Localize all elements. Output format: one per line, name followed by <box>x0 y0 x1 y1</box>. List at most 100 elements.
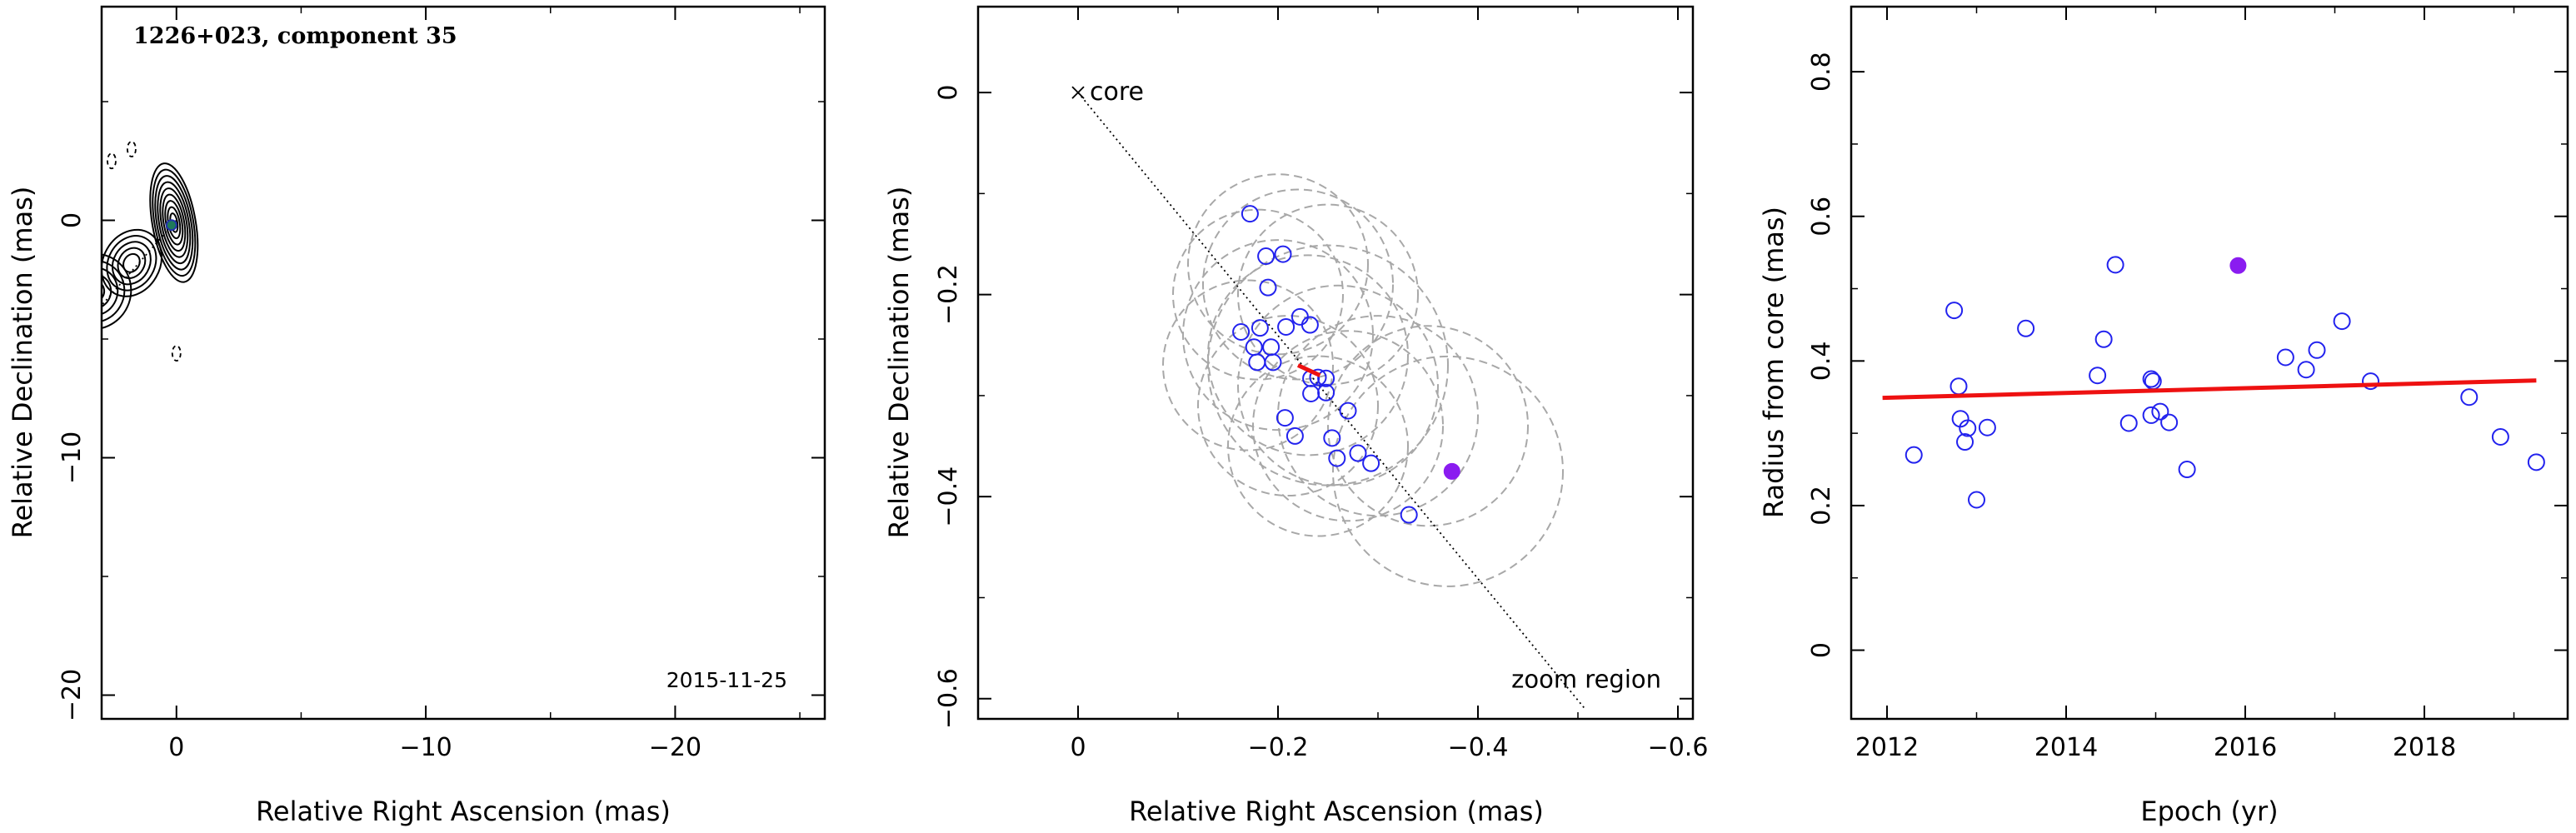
data-point <box>2142 406 2160 424</box>
data-point <box>2142 370 2160 388</box>
data-point <box>1274 245 1292 263</box>
contour-level <box>102 228 162 297</box>
data-point <box>1978 418 1996 436</box>
trajectory-line <box>1077 92 1586 710</box>
data-point <box>1400 506 1418 524</box>
x-axis-label: Relative Right Ascension (mas) <box>1129 796 1544 827</box>
plot-frame <box>976 5 1695 721</box>
fit-line <box>1882 378 2537 401</box>
x-axis-label: Epoch (yr) <box>2140 796 2278 827</box>
x-tick-label: 2012 <box>1855 733 1919 762</box>
x-tick-label: 2016 <box>2214 733 2277 762</box>
error-circle <box>1227 355 1409 537</box>
error-circle <box>1162 279 1334 451</box>
contour-level <box>159 187 189 258</box>
error-circle <box>1202 188 1394 381</box>
x-tick-label: −10 <box>399 733 452 762</box>
data-point <box>1362 454 1380 472</box>
data-point <box>1949 377 1968 396</box>
contour-level <box>152 168 197 277</box>
x-tick-label: 2014 <box>2034 733 2098 762</box>
y-tick-label: 0 <box>1807 642 1836 658</box>
highlight-point <box>1443 462 1460 480</box>
trajectory-line <box>102 219 177 307</box>
y-tick-label: 0 <box>57 212 87 228</box>
data-point <box>2276 348 2294 367</box>
contour-level <box>117 247 147 279</box>
axis-ticks: 0 −10 −20 0 −10 −20 <box>57 7 825 762</box>
data-point <box>1349 444 1367 462</box>
contour-level <box>102 252 132 331</box>
x-tick-label: 2018 <box>2393 733 2456 762</box>
x-tick-label: −20 <box>649 733 701 762</box>
negative-contour <box>87 175 96 190</box>
core-label: core <box>1090 77 1144 107</box>
data-point <box>1959 419 1977 437</box>
error-circle <box>1207 244 1449 486</box>
data-point <box>1328 449 1346 467</box>
y-tick-label: −10 <box>57 431 87 484</box>
negative-contour <box>45 180 53 195</box>
y-tick-label: −0.2 <box>934 264 963 325</box>
error-circle <box>1237 284 1439 486</box>
data-point <box>2089 367 2107 385</box>
data-point <box>1286 426 1304 445</box>
panel-zoom-positions: core zoom region 0 −0.2 −0.4 −0.6 0 −0.2 −0.4 −0… <box>883 5 1709 827</box>
error-circle <box>1327 325 1529 527</box>
data-point <box>1259 278 1277 297</box>
data-point <box>1956 433 1974 451</box>
data-point <box>2297 361 2315 379</box>
x-tick-label: −0.2 <box>1248 733 1309 762</box>
core-cross-icon <box>1071 86 1085 99</box>
zoom-region-label: zoom region <box>1511 666 1661 694</box>
contour-plot-area <box>35 141 199 362</box>
data-point <box>2178 461 2196 479</box>
data-point <box>1317 369 1335 387</box>
data-point <box>1323 429 1341 447</box>
contour-level <box>111 241 152 286</box>
highlight-point <box>2229 257 2247 274</box>
data-point <box>1264 353 1282 372</box>
y-tick-label: 0.6 <box>1807 197 1836 237</box>
y-tick-label: −20 <box>57 669 87 721</box>
data-point <box>2333 312 2351 331</box>
panel-contour-map: 0 −10 −20 0 −10 −20 1226+023, component 35 20… <box>7 5 826 827</box>
plot-frame <box>1850 5 2569 721</box>
contour-level <box>102 267 119 317</box>
y-axis-label: Radius from core (mas) <box>1758 207 1790 518</box>
chart-title: 1226+023, component 35 <box>133 23 457 49</box>
data-point <box>1905 446 1923 464</box>
data-point <box>2308 341 2326 359</box>
data-point <box>2017 319 2035 337</box>
contour-level <box>102 260 126 323</box>
contour-level <box>102 280 106 303</box>
negative-contour <box>40 153 48 168</box>
data-point <box>2460 388 2479 407</box>
x-tick-label: −0.6 <box>1648 733 1709 762</box>
negative-contour <box>82 194 91 209</box>
data-point <box>1241 205 1259 223</box>
fit-segment <box>1296 363 1321 377</box>
component-marker <box>165 219 177 232</box>
error-circle <box>1172 208 1344 381</box>
data-point <box>1309 368 1327 387</box>
contour-level <box>154 175 194 271</box>
data-point <box>1300 316 1319 334</box>
negative-contour <box>171 345 182 362</box>
contour-level <box>149 162 199 283</box>
data-point <box>1248 353 1266 372</box>
data-point <box>1257 247 1276 266</box>
contour-level <box>162 193 187 252</box>
data-point <box>2362 372 2379 391</box>
y-tick-label: −0.4 <box>934 466 963 527</box>
contour-level <box>35 298 68 332</box>
data-point <box>1968 491 1985 509</box>
error-circle <box>1197 315 1379 497</box>
data-point <box>1276 409 1294 427</box>
data-point <box>2151 402 2169 421</box>
panel-radius-vs-epoch: 2012 2014 2016 2018 0 0.2 0.4 0.6 0.8 Epoch (yr)… <box>1758 5 2569 827</box>
data-point <box>1251 319 1269 337</box>
date-label: 2015-11-25 <box>666 668 787 692</box>
y-tick-label: 0.2 <box>1807 486 1836 526</box>
data-point <box>2106 256 2124 274</box>
